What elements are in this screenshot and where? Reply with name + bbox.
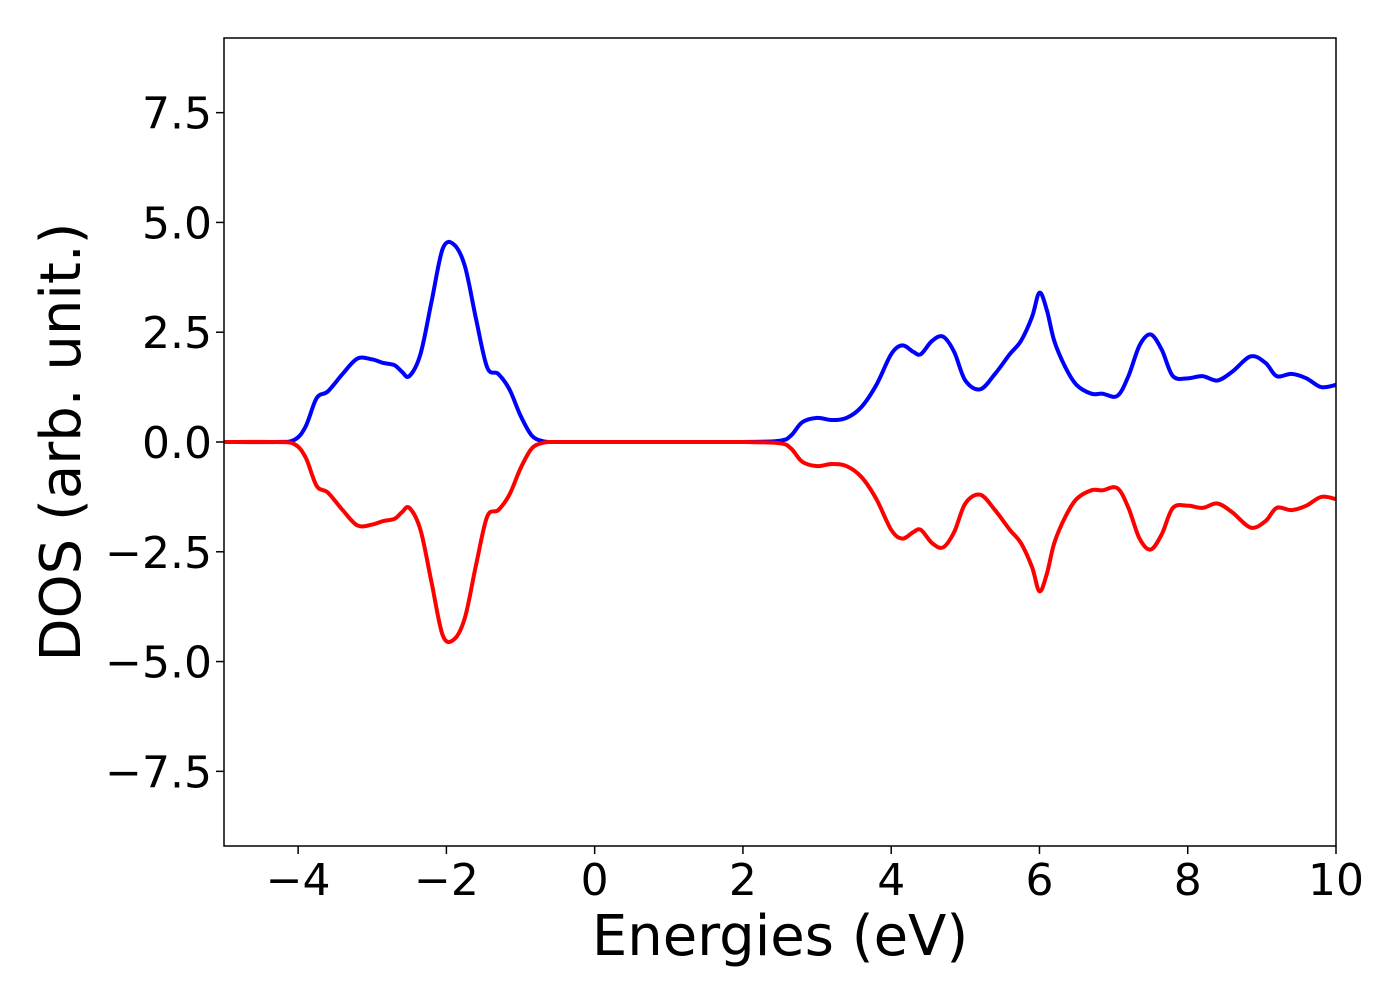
dos-series-up xyxy=(224,239,1336,445)
x-tick-label: 6 xyxy=(1025,855,1053,906)
y-axis-title: DOS (arb. unit.) xyxy=(29,222,94,661)
dos-series-down xyxy=(224,439,1336,645)
series-layer xyxy=(224,239,1336,645)
x-tick-label: 0 xyxy=(581,855,609,906)
y-tick-label: −2.5 xyxy=(105,528,212,579)
y-tick-label: −5.0 xyxy=(105,638,212,689)
x-tick-label: 4 xyxy=(877,855,905,906)
y-axis: 7.5 5.0 2.5 0.0 −2.5 −5.0 −7.5 xyxy=(105,89,224,798)
y-tick-label: 0.0 xyxy=(142,418,212,469)
x-tick-label: −2 xyxy=(414,855,479,906)
y-tick-label: −7.5 xyxy=(105,747,212,798)
y-tick-label: 5.0 xyxy=(142,198,212,249)
x-tick-label: 8 xyxy=(1174,855,1202,906)
y-tick-label: 2.5 xyxy=(142,308,212,359)
y-tick-label: 7.5 xyxy=(142,89,212,140)
x-axis: −4 −2 0 2 4 6 8 10 xyxy=(266,846,1364,906)
x-tick-label: −4 xyxy=(266,855,331,906)
x-tick-label: 10 xyxy=(1308,855,1364,906)
x-tick-label: 2 xyxy=(729,855,757,906)
x-axis-title: Energies (eV) xyxy=(592,904,968,969)
